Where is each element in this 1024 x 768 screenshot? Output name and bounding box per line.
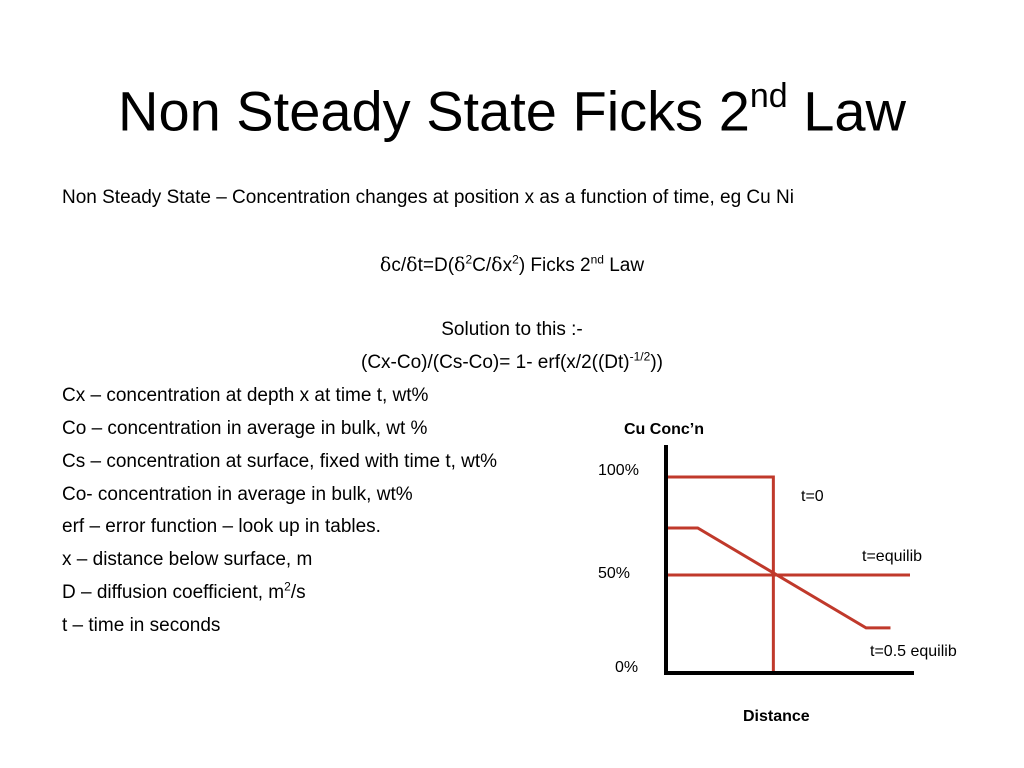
def-co: Co – concentration in average in bulk, w… [62, 418, 428, 439]
chart-xlabel: Distance [743, 708, 810, 725]
def-x: x – distance below surface, m [62, 549, 313, 570]
y-tick-50: 50% [598, 565, 631, 582]
equation-fick: δc/δt=D(δ2C/δx2) Ficks 2nd Law [379, 252, 645, 276]
def-co-2: Co- concentration in average in bulk, wt… [62, 484, 413, 505]
intro-text: Non Steady State – Concentration changes… [62, 187, 794, 208]
chart-ylabel: Cu Conc’n [624, 421, 704, 438]
slide-title: Non Steady State Ficks 2nd Law [118, 77, 906, 143]
y-tick-0: 0% [615, 659, 639, 676]
series-t-half-equilib-line [666, 526, 891, 630]
series-t0-line [666, 475, 775, 673]
chart-plot [664, 445, 914, 675]
def-cs: Cs – concentration at surface, fixed wit… [62, 451, 498, 472]
def-d: D – diffusion coefficient, m2/s [62, 579, 306, 603]
def-cx: Cx – concentration at depth x at time t,… [62, 385, 429, 406]
concentration-chart: Cu Conc’n 100% 50% 0% t=0 t=equilib t=0.… [590, 415, 1010, 735]
def-t: t – time in seconds [62, 615, 221, 636]
legend-t-equilib: t=equilib [862, 548, 923, 565]
y-tick-100: 100% [598, 462, 639, 479]
solution-label: Solution to this :- [441, 319, 583, 340]
legend-t0: t=0 [801, 488, 824, 505]
equation-solution: (Cx-Co)/(Cs-Co)= 1- erf(x/2((Dt)-1/2)) [361, 349, 663, 373]
def-erf: erf – error function – look up in tables… [62, 516, 381, 537]
legend-t-half-equilib: t=0.5 equilib [870, 643, 957, 660]
